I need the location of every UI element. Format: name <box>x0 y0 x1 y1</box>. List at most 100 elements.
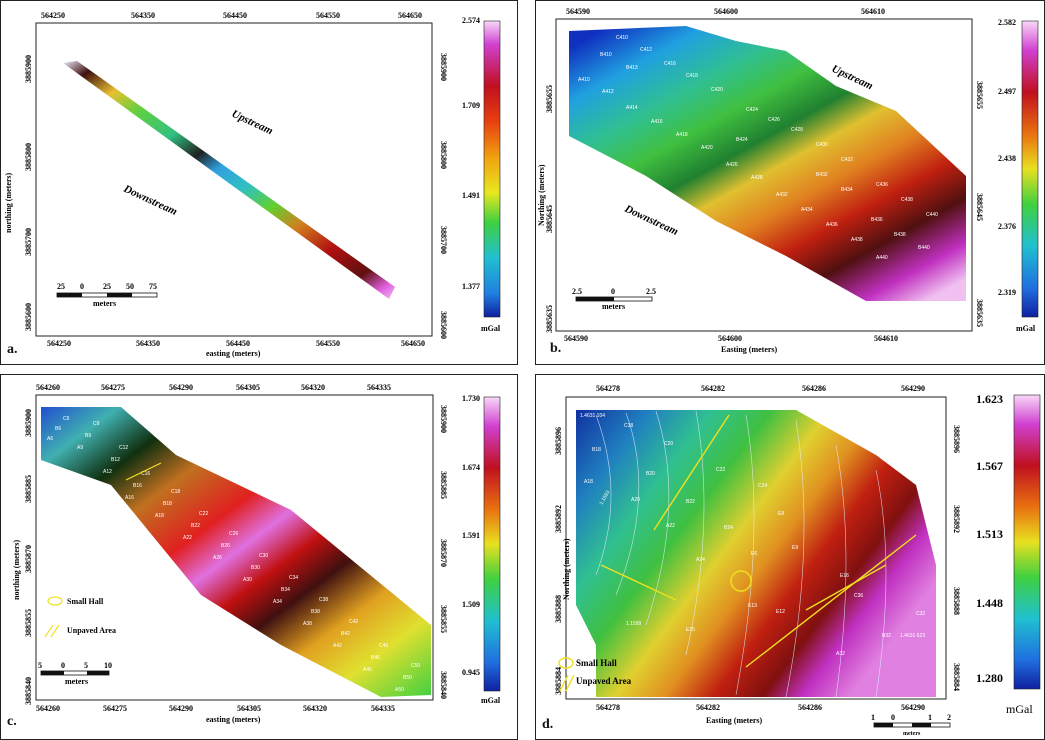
scale-tick: 50 <box>126 282 134 291</box>
bottom-tick-labels: 564590 564600 564610 <box>564 334 898 343</box>
survey-point-label: A420 <box>701 145 713 151</box>
survey-point-label: A38 <box>303 621 312 627</box>
colorbar-tick: 1.491 <box>462 191 480 200</box>
scale-tick: 25 <box>103 282 111 291</box>
tick-label: 3885655 <box>975 81 984 109</box>
top-tick-labels: 564260 564275 564290 564305 564320 56433… <box>36 383 391 392</box>
tick-label: 564590 <box>564 334 588 343</box>
survey-point-label: A46 <box>363 667 372 673</box>
colorbar-unit: mGal <box>481 696 501 705</box>
tick-label: 564282 <box>696 703 720 712</box>
unpaved-boundary-lines <box>600 414 917 668</box>
tick-label: 3885855 <box>24 609 33 637</box>
survey-point-label: C440 <box>926 212 938 218</box>
tick-label: 564282 <box>701 384 725 393</box>
colorbar-tick: 2.497 <box>998 87 1016 96</box>
survey-point-label: B22 <box>686 499 695 505</box>
tick-label: 564335 <box>371 704 395 713</box>
survey-point-label: C36 <box>854 593 863 599</box>
tick-label: 3885600 <box>439 311 448 339</box>
survey-point-label: B436 <box>871 217 883 223</box>
tick-label: 564286 <box>798 703 822 712</box>
scale-unit: meters <box>602 302 625 311</box>
survey-point-label: C30 <box>259 553 268 559</box>
panel-d: C18 B18 A18 C20 B20 A20 C22 B22 A22 C24 B24 A2… <box>535 374 1045 740</box>
survey-point-label: C438 <box>901 197 913 203</box>
tick-label: 564550 <box>316 339 340 348</box>
scale-tick: 0 <box>611 287 615 296</box>
tick-label: 564610 <box>874 334 898 343</box>
scale-tick: 5 <box>84 661 88 670</box>
small-hall-symbol <box>47 596 63 606</box>
legend-unpaved-area: Unpaved Area <box>576 676 632 686</box>
survey-point-label: B410 <box>600 52 612 58</box>
tick-label: 564275 <box>103 704 127 713</box>
tick-label: 3885900 <box>439 405 448 433</box>
survey-point-label: C18 <box>171 489 180 495</box>
scale-tick: 0 <box>61 661 65 670</box>
y-axis-label: northing (meters) <box>12 539 21 600</box>
survey-point-label: C20 <box>664 441 673 447</box>
scale-tick: 0 <box>80 282 84 291</box>
left-tick-labels: 3885655 3885645 3885635 <box>545 85 554 333</box>
survey-point-label: C426 <box>768 117 780 123</box>
panel-b: C410 C412 B410 B413 A410 A412 C416 C418 C420… <box>535 0 1045 365</box>
survey-point-label: A42 <box>333 643 342 649</box>
y-axis-label: northing (meters) <box>4 172 13 233</box>
survey-point-label: C32 <box>916 611 925 617</box>
scale-tick: 25 <box>57 282 65 291</box>
survey-point-label: B12 <box>111 457 120 463</box>
tick-label: 564278 <box>596 384 620 393</box>
survey-point-label: C418 <box>686 73 698 79</box>
unpaved-boundary-line <box>125 462 162 481</box>
x-axis-label: easting (meters) <box>206 715 261 724</box>
tick-label: 564350 <box>131 11 155 20</box>
contour-lines <box>595 410 887 698</box>
right-tick-labels: 3885900 3885800 3885700 3885600 <box>439 53 448 339</box>
bottom-tick-labels: 564278 564282 564286 564290 <box>596 703 925 712</box>
tick-label: 3885645 <box>975 193 984 221</box>
tick-label: 564320 <box>303 704 327 713</box>
survey-point-label: A12 <box>103 469 112 475</box>
survey-point-label: B9 <box>85 433 91 439</box>
scale-tick: 2 <box>947 713 951 722</box>
survey-point-label: B20 <box>646 471 655 477</box>
colorbar-unit: mGal <box>1006 702 1033 716</box>
colorbar-tick: 2.582 <box>998 18 1016 27</box>
bottom-tick-labels: 564250 564350 564450 564550 564650 <box>47 339 425 348</box>
survey-point-label: C26 <box>229 531 238 537</box>
tick-label: 3885655 <box>545 85 554 113</box>
legend-small-hall: Small Hall <box>576 658 617 668</box>
survey-point-label: C18 <box>624 423 633 429</box>
survey-point-label: C436 <box>876 182 888 188</box>
scale-bar: 5 0 5 10 meters <box>38 661 112 686</box>
y-axis-label: Northing (meters) <box>562 538 571 600</box>
scale-tick: 1 <box>928 713 932 722</box>
panel-a: 564250 564350 564450 564550 564650 56425… <box>0 0 518 365</box>
panel-letter: a. <box>7 342 18 357</box>
scale-tick: 2.5 <box>572 287 582 296</box>
scale-tick: 2.5 <box>646 287 656 296</box>
survey-point-label: A34 <box>273 599 282 605</box>
survey-point-label: B18 <box>163 501 172 507</box>
x-axis-label: easting (meters) <box>206 349 261 358</box>
survey-point-label: C416 <box>664 61 676 67</box>
map-legend: Small Hall Unpaved Area <box>44 596 116 638</box>
survey-point-label: A18 <box>584 479 593 485</box>
survey-point-label: E6 <box>751 551 757 557</box>
survey-point-label: A418 <box>676 132 688 138</box>
left-tick-labels: 3885896 3885892 3885888 3885884 <box>554 427 563 695</box>
tick-label: 3885900 <box>24 409 33 437</box>
survey-point-label: A50 <box>395 687 404 693</box>
tick-label: 3885800 <box>24 143 33 171</box>
tick-label: 3885892 <box>554 505 563 533</box>
survey-point-label: A24 <box>696 557 705 563</box>
survey-point-label: C420 <box>711 87 723 93</box>
colorbar-tick: 2.438 <box>998 154 1016 163</box>
tick-label: 3885635 <box>975 299 984 327</box>
panel-b-figure: C410 C412 B410 B413 A410 A412 C416 C418 C420… <box>537 7 1039 354</box>
tick-label: 3885700 <box>439 226 448 254</box>
right-tick-labels: 3885655 3885645 3885635 <box>975 81 984 327</box>
survey-point-label: A440 <box>876 255 888 261</box>
survey-point-label: C424 <box>746 107 758 113</box>
